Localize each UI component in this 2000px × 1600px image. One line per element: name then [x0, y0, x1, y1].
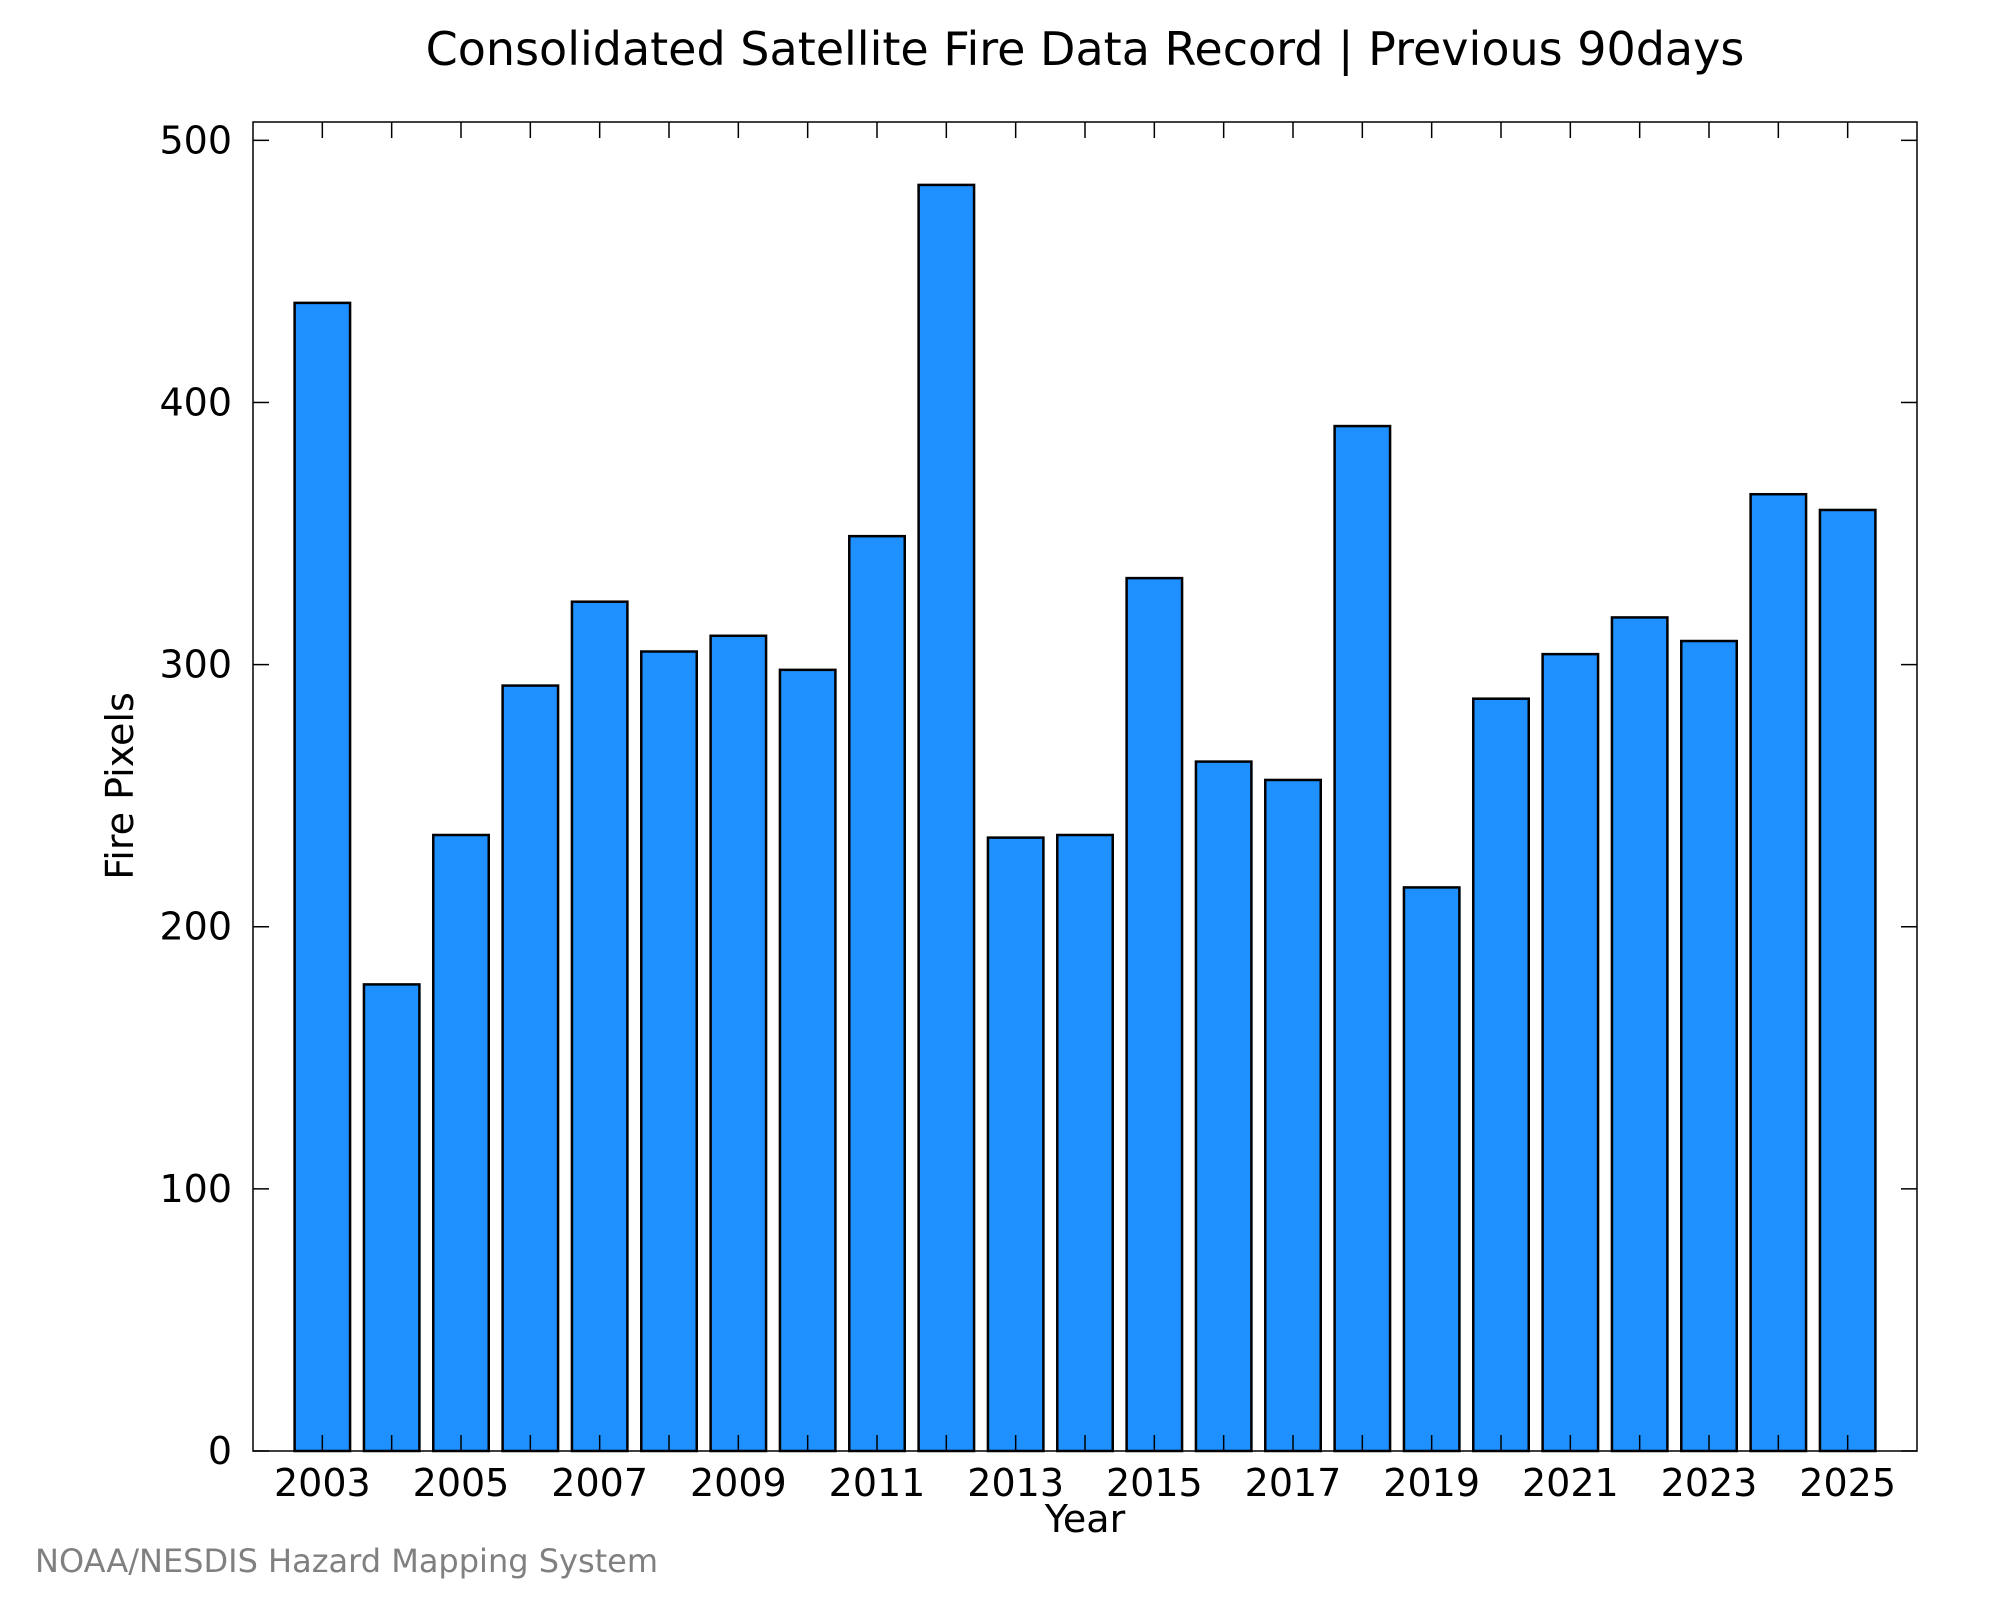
x-tick-label-2019: 2019	[1383, 1461, 1480, 1505]
y-tick-label-300: 300	[159, 643, 232, 687]
chart-title: Consolidated Satellite Fire Data Record …	[426, 22, 1745, 77]
x-tick-label-2009: 2009	[690, 1461, 787, 1505]
y-tick-labels: 0 100 200 300 400 500	[159, 118, 232, 1473]
x-tick-label-2003: 2003	[274, 1461, 371, 1505]
bar-2024	[1749, 492, 1808, 1453]
bar-2015	[1125, 576, 1184, 1453]
bar-2017	[1264, 778, 1322, 1453]
y-tick-label-500: 500	[159, 118, 232, 162]
bar-2009	[709, 634, 768, 1453]
bar-2019	[1402, 886, 1461, 1453]
bars-group	[293, 183, 1877, 1453]
bar-2025	[1818, 508, 1877, 1453]
bar-2014	[1056, 833, 1114, 1453]
bar-2012	[917, 183, 976, 1453]
x-tick-label-2015: 2015	[1106, 1461, 1203, 1505]
bar-2005	[432, 833, 490, 1453]
x-tick-label-2017: 2017	[1245, 1461, 1342, 1505]
bar-2018	[1333, 424, 1392, 1453]
bar-2011	[848, 534, 906, 1453]
bar-2008	[640, 650, 698, 1453]
bar-2020	[1472, 697, 1530, 1453]
x-tick-label-2007: 2007	[551, 1461, 648, 1505]
y-tick-label-0: 0	[208, 1429, 232, 1473]
bar-2003	[293, 301, 352, 1453]
y-axis-label: Fire Pixels	[98, 692, 142, 880]
bar-2004	[362, 983, 421, 1453]
y-tick-label-400: 400	[159, 380, 232, 424]
x-tick-labels: 2003 2005 2007 2009 2011 2013 2015 2017 2019 2021…	[274, 1461, 1896, 1505]
x-tick-label-2013: 2013	[967, 1461, 1064, 1505]
bar-2013	[986, 836, 1045, 1453]
x-axis-label: Year	[1044, 1497, 1126, 1541]
x-tick-label-2025: 2025	[1799, 1461, 1896, 1505]
bar-2010	[778, 668, 837, 1453]
x-tick-label-2011: 2011	[829, 1461, 926, 1505]
y-tick-label-100: 100	[159, 1167, 232, 1211]
x-tick-label-2021: 2021	[1522, 1461, 1619, 1505]
x-tick-label-2005: 2005	[413, 1461, 510, 1505]
credit-label: NOAA/NESDIS Hazard Mapping System	[35, 1542, 658, 1580]
x-tick-label-2023: 2023	[1661, 1461, 1758, 1505]
bar-2021	[1541, 652, 1600, 1453]
bar-2016	[1194, 760, 1253, 1453]
y-tick-label-200: 200	[159, 905, 232, 949]
bar-2023	[1680, 639, 1738, 1453]
axis-ticks-group	[253, 122, 1917, 1452]
bar-2007	[570, 600, 629, 1453]
bar-2006	[501, 684, 560, 1453]
bar-2022	[1610, 616, 1669, 1453]
plot-frame	[252, 121, 1918, 1452]
